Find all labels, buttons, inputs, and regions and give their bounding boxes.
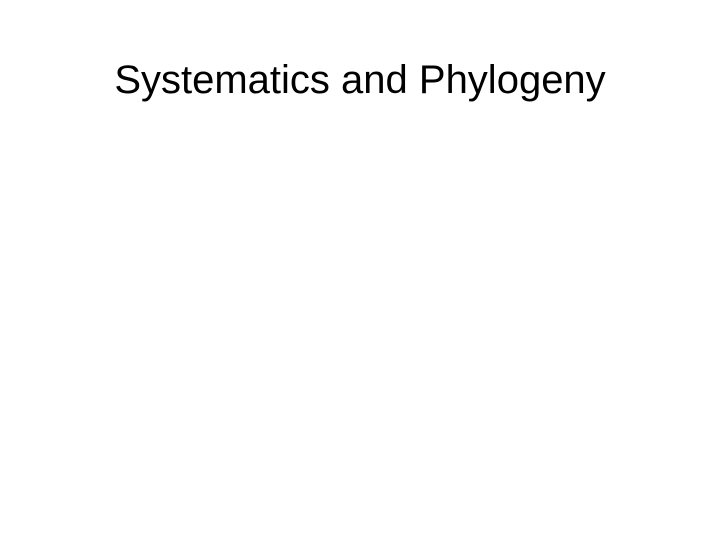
slide-title: Systematics and Phylogeny (0, 58, 720, 103)
slide: Systematics and Phylogeny (0, 0, 720, 540)
